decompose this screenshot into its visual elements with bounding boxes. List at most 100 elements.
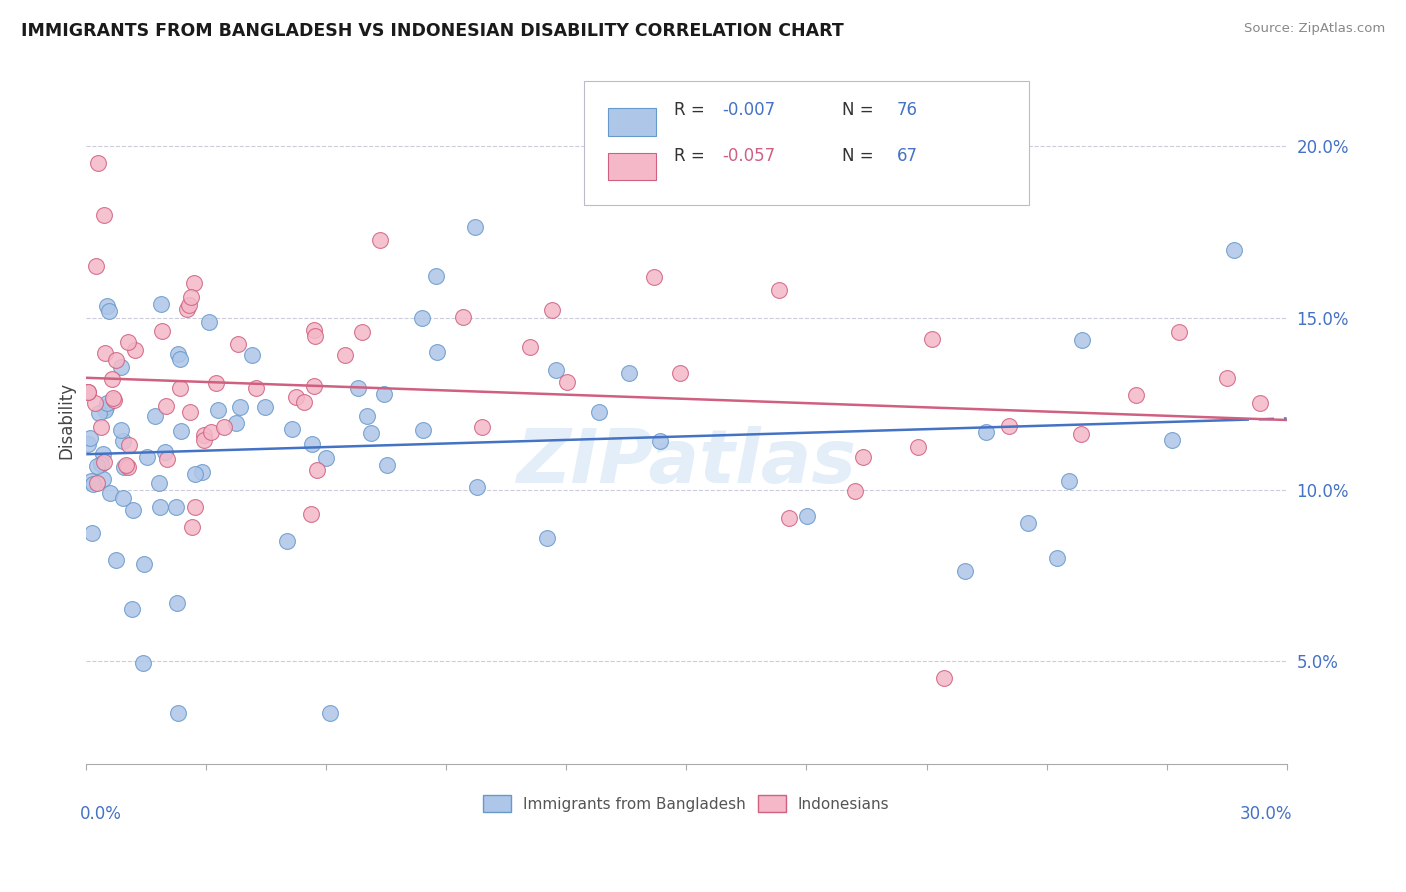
Point <box>170 424 193 438</box>
Point <box>94 346 117 360</box>
Point <box>84 396 107 410</box>
Text: Source: ZipAtlas.com: Source: ZipAtlas.com <box>1244 22 1385 36</box>
Point <box>1167 325 1189 339</box>
Point <box>148 475 170 490</box>
FancyBboxPatch shape <box>585 81 1029 204</box>
Point <box>86 459 108 474</box>
Y-axis label: Disability: Disability <box>58 383 75 459</box>
Point <box>91 472 114 486</box>
Point <box>117 460 139 475</box>
Point <box>132 656 155 670</box>
Point <box>156 452 179 467</box>
Point <box>184 500 207 514</box>
Text: 76: 76 <box>897 102 918 120</box>
Point <box>412 423 434 437</box>
Point <box>134 557 156 571</box>
Point <box>229 401 252 415</box>
Text: R =: R = <box>675 147 710 165</box>
Point <box>80 474 103 488</box>
Point <box>976 425 998 439</box>
Text: N =: N = <box>842 102 879 120</box>
Point <box>100 372 122 386</box>
Point <box>77 385 100 400</box>
Point <box>167 706 190 720</box>
Point <box>176 301 198 316</box>
Point <box>245 381 267 395</box>
Point <box>136 450 159 464</box>
Point <box>315 451 337 466</box>
Point <box>1160 434 1182 448</box>
Point <box>212 419 235 434</box>
Point <box>844 483 866 498</box>
Point <box>77 384 100 399</box>
Text: IMMIGRANTS FROM BANGLADESH VS INDONESIAN DISABILITY CORRELATION CHART: IMMIGRANTS FROM BANGLADESH VS INDONESIAN… <box>21 22 844 40</box>
Point <box>77 437 100 451</box>
Point <box>183 276 205 290</box>
Point <box>302 379 325 393</box>
Point <box>79 431 101 445</box>
Point <box>276 533 298 548</box>
Point <box>411 310 433 325</box>
Point <box>305 462 328 476</box>
Point <box>96 396 118 410</box>
Point <box>169 381 191 395</box>
Point <box>111 491 134 506</box>
Point <box>103 393 125 408</box>
Point <box>124 343 146 358</box>
Text: ZIPatlas: ZIPatlas <box>516 425 856 499</box>
Point <box>471 419 494 434</box>
Point <box>155 445 177 459</box>
Point <box>193 427 215 442</box>
Legend: Immigrants from Bangladesh, Indonesians: Immigrants from Bangladesh, Indonesians <box>477 789 896 819</box>
Point <box>149 500 172 514</box>
Point <box>1223 243 1246 257</box>
Point <box>304 328 326 343</box>
Point <box>89 406 111 420</box>
Point <box>114 458 136 472</box>
FancyBboxPatch shape <box>609 153 657 180</box>
Point <box>96 299 118 313</box>
Point <box>302 323 325 337</box>
Point <box>96 400 118 414</box>
Point <box>226 336 249 351</box>
Point <box>546 363 568 377</box>
Point <box>225 416 247 430</box>
Point <box>932 672 955 686</box>
Point <box>301 437 323 451</box>
Point <box>360 425 382 440</box>
Point <box>155 400 177 414</box>
Point <box>253 400 276 414</box>
Point <box>540 303 562 318</box>
Point <box>464 219 486 234</box>
Point <box>87 156 110 170</box>
Point <box>588 405 610 419</box>
Point <box>796 509 818 524</box>
Point <box>121 601 143 615</box>
Point <box>426 344 449 359</box>
Point <box>1071 333 1094 347</box>
Point <box>368 233 391 247</box>
Point <box>110 423 132 437</box>
Point <box>204 376 226 390</box>
Point <box>111 434 134 449</box>
Point <box>82 476 104 491</box>
Text: R =: R = <box>675 102 710 120</box>
Point <box>105 552 128 566</box>
Point <box>555 375 578 389</box>
Point <box>778 511 800 525</box>
Text: 0.0%: 0.0% <box>80 805 122 823</box>
Point <box>356 409 378 423</box>
Point <box>166 596 188 610</box>
Point <box>86 475 108 490</box>
Text: N =: N = <box>842 147 879 165</box>
Point <box>1059 475 1081 489</box>
Point <box>177 298 200 312</box>
Point <box>184 467 207 482</box>
Point <box>907 440 929 454</box>
Point <box>122 503 145 517</box>
Text: 67: 67 <box>897 147 918 165</box>
Point <box>93 455 115 469</box>
Point <box>1249 395 1271 409</box>
Point <box>280 422 302 436</box>
Point <box>105 353 128 368</box>
